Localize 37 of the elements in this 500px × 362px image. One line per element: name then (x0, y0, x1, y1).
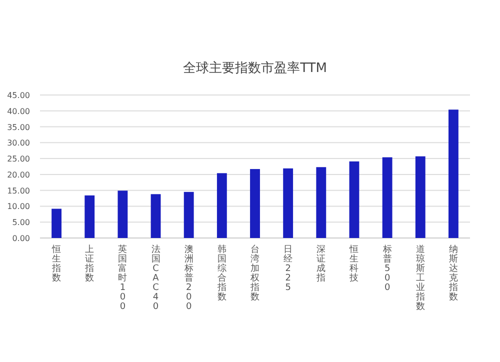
bar (349, 161, 360, 238)
bar (448, 110, 458, 238)
x-tick-label: 韩国综合指数 (216, 244, 226, 302)
x-tick-label: 台湾加权指数 (250, 244, 260, 302)
x-tick-label: 澳洲标普200 (183, 244, 194, 312)
y-tick-label: 15.00 (7, 186, 30, 196)
bar (316, 167, 326, 238)
bar (216, 173, 227, 238)
bar (250, 169, 260, 238)
bar (184, 192, 194, 238)
x-tick-label: 恒生科技 (348, 244, 359, 284)
x-tick-label: 道琼斯工业指数 (414, 244, 425, 312)
y-tick-label: 10.00 (7, 202, 30, 212)
x-tick-label: 恒生指数 (51, 244, 62, 284)
x-tick-label: 法国CAC40 (151, 244, 160, 312)
y-tick-label: 35.00 (7, 122, 30, 132)
y-tick-label: 45.00 (7, 91, 30, 100)
bar (118, 190, 128, 238)
chart-title: 全球主要指数市盈率TTM (183, 60, 327, 76)
y-tick-label: 30.00 (7, 138, 30, 148)
y-tick-label: 20.00 (7, 170, 30, 180)
bar (382, 157, 392, 238)
bar (283, 168, 294, 238)
y-tick-label: 40.00 (7, 106, 30, 116)
x-tick-label: 标普500 (382, 244, 392, 293)
x-tick-label: 日经225 (284, 245, 293, 293)
bar (52, 208, 62, 238)
y-tick-label: 0.00 (12, 234, 30, 243)
bar (150, 194, 161, 238)
x-tick-label: 纳斯达克指数 (448, 244, 458, 302)
y-tick-label: 25.00 (7, 154, 30, 164)
x-tick-label: 深证成指 (316, 244, 326, 284)
bar (415, 156, 426, 238)
x-tick-label: 英国富时100 (118, 244, 128, 312)
y-tick-label: 5.00 (12, 218, 30, 228)
x-tick-label: 上证指数 (84, 244, 94, 284)
bar (84, 195, 95, 238)
